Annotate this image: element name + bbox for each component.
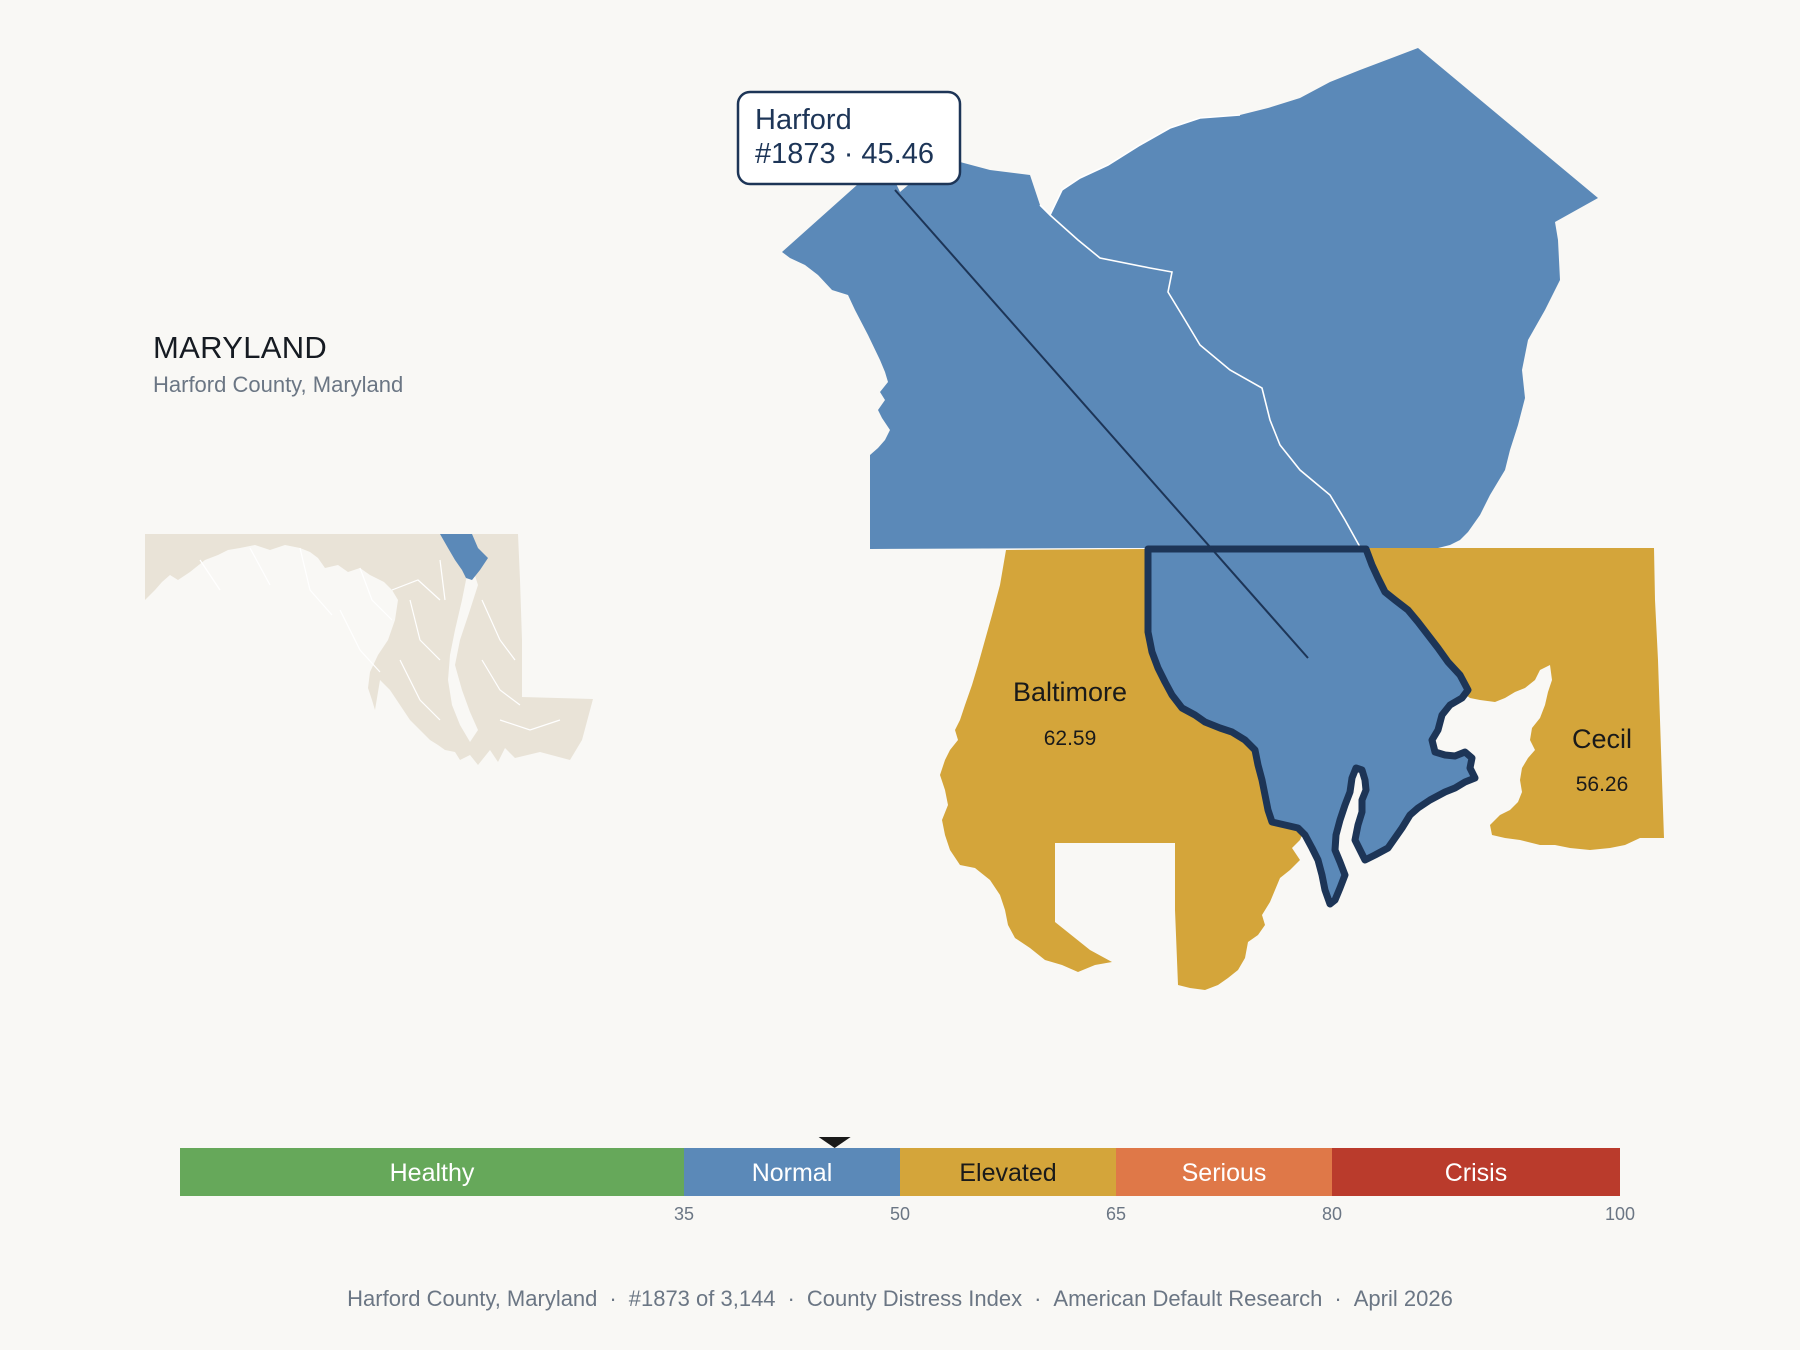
pennsylvania-county-west[interactable] — [782, 160, 1368, 549]
inset-county-lines — [199, 547, 561, 731]
footer-county: Harford County, Maryland — [347, 1286, 598, 1311]
legend-band-normal — [684, 1148, 900, 1196]
maryland-outline — [145, 534, 593, 765]
footer-separator: · — [609, 1286, 617, 1311]
tooltip: Harford #1873 · 45.46 — [736, 90, 962, 186]
cecil-label: Cecil — [1572, 724, 1632, 754]
legend-band-label: Normal — [752, 1159, 833, 1187]
footer-separator: · — [1334, 1286, 1342, 1311]
legend-tick-label: 50 — [890, 1204, 910, 1224]
legend-scale: Healthy Normal Elevated Serious Crisis 35 50 65… — [180, 1137, 1635, 1224]
footer-rank: #1873 of 3,144 — [628, 1286, 776, 1311]
state-inset-map — [145, 534, 593, 765]
baltimore-county[interactable] — [940, 549, 1305, 990]
legend-band-label: Healthy — [390, 1159, 475, 1187]
footer-date: April 2026 — [1353, 1286, 1453, 1311]
harford-county[interactable] — [1144, 545, 1479, 908]
state-title: MARYLAND — [153, 330, 328, 365]
tooltip-box — [736, 90, 962, 186]
footer-separator: · — [787, 1286, 795, 1311]
state-subtitle: Harford County, Maryland — [153, 372, 404, 397]
footer-separator: · — [1034, 1286, 1042, 1311]
cecil-value: 56.26 — [1576, 773, 1629, 796]
legend-band-label: Crisis — [1445, 1159, 1508, 1187]
legend-tick-label: 80 — [1322, 1204, 1342, 1224]
legend-band-label: Elevated — [959, 1159, 1056, 1187]
legend-tick-label: 100 — [1605, 1204, 1635, 1224]
footer-publisher: American Default Research — [1053, 1286, 1323, 1311]
baltimore-label: Baltimore — [1013, 677, 1127, 707]
baltimore-value: 62.59 — [1044, 727, 1097, 750]
legend-marker-icon — [818, 1137, 851, 1148]
legend-band-healthy — [180, 1148, 684, 1196]
legend-band-label: Serious — [1182, 1159, 1267, 1187]
footer-index-name: County Distress Index — [806, 1286, 1023, 1311]
tooltip-rank-score: #1873 · 45.46 — [755, 138, 934, 170]
cecil-county[interactable] — [1368, 548, 1664, 850]
pennsylvania-county-east[interactable] — [1050, 48, 1598, 548]
legend-band-serious — [1116, 1148, 1332, 1196]
tooltip-leader-line — [894, 189, 1309, 659]
inset-bay-cut — [448, 560, 478, 742]
legend-band-elevated — [900, 1148, 1116, 1196]
county-boundary-line — [1039, 204, 1361, 548]
tooltip-county-name: Harford — [755, 104, 852, 136]
pennsylvania-neighbors — [782, 48, 1598, 549]
inset-harford-highlight — [440, 534, 488, 580]
footer-credits: Harford County, Maryland · #1873 of 3,144 ·… — [0, 1286, 1800, 1312]
legend-tick-label: 65 — [1106, 1204, 1126, 1224]
legend-band-crisis — [1332, 1148, 1620, 1196]
county-boundary-line — [1049, 114, 1241, 216]
legend-tick-label: 35 — [674, 1204, 694, 1224]
